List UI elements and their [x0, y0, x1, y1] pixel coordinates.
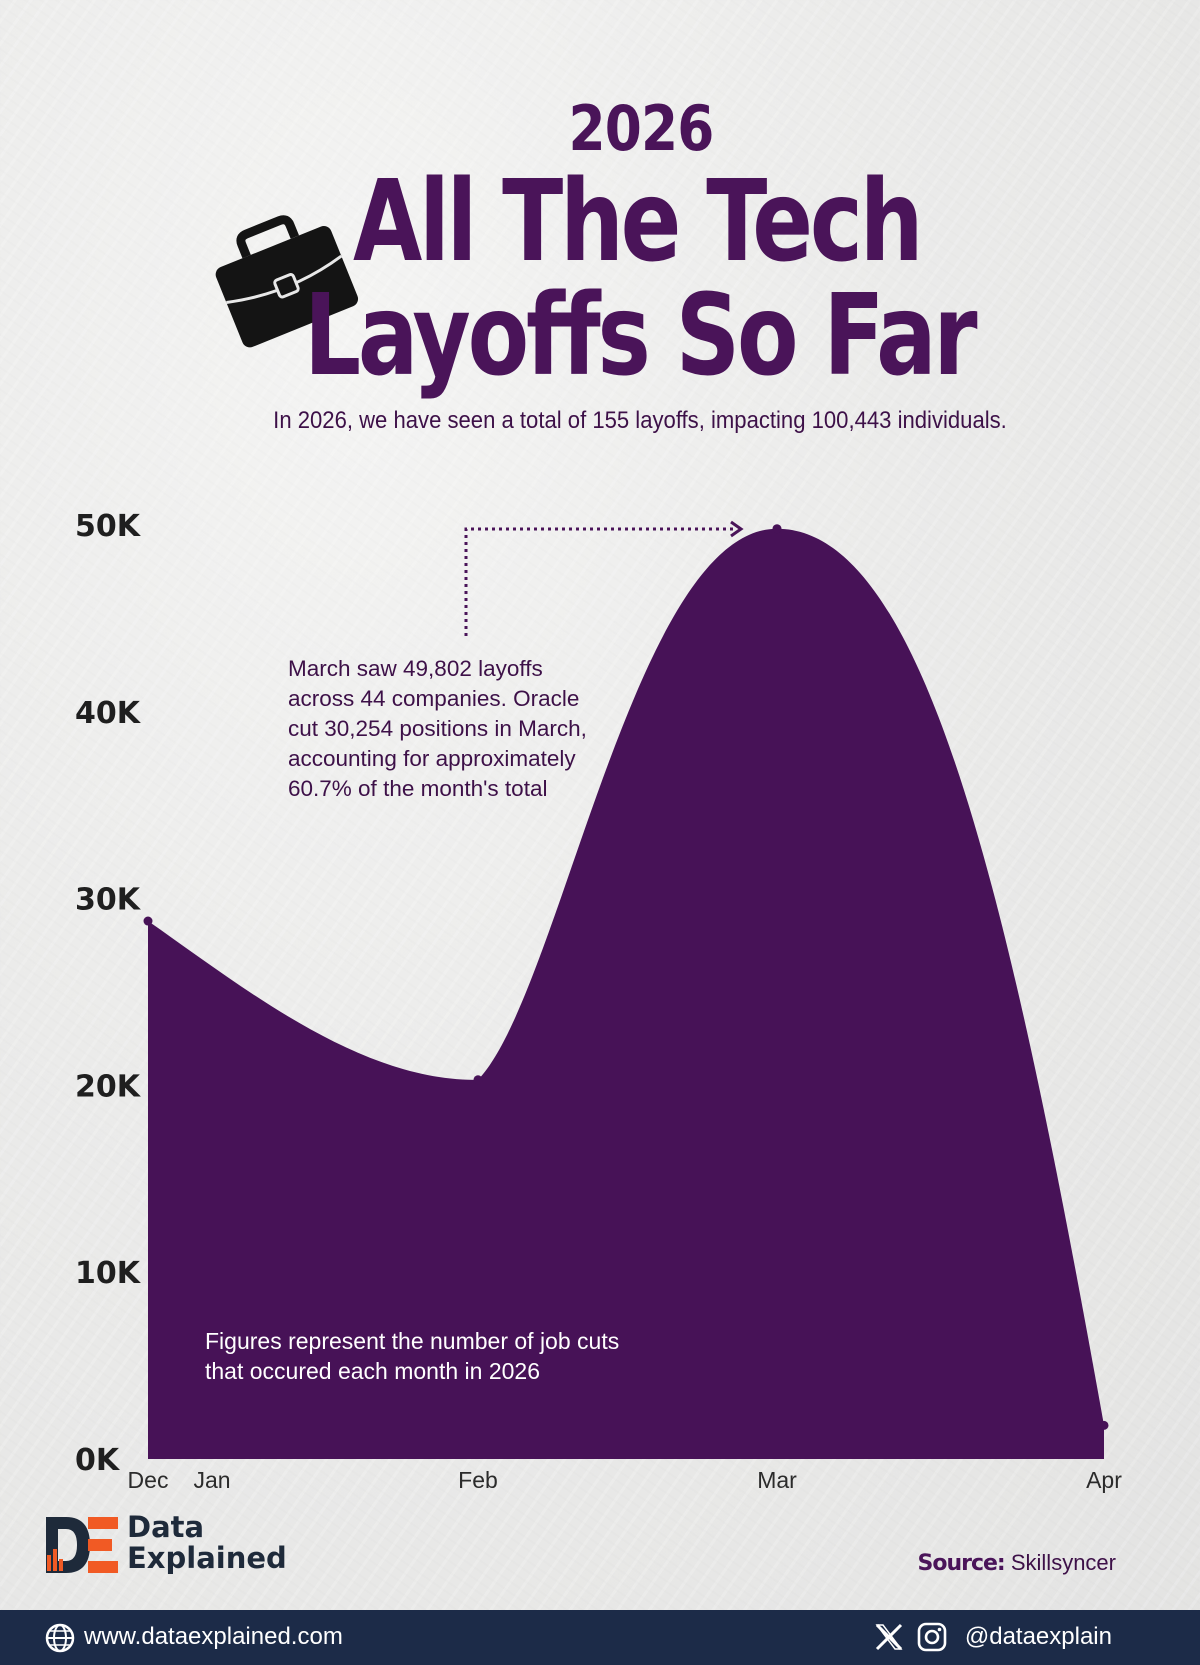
- briefcase-icon: [215, 215, 359, 348]
- logo-line-1: Data: [127, 1510, 205, 1544]
- social-handle[interactable]: @dataexplain: [964, 1623, 1112, 1650]
- x-icon[interactable]: [874, 1622, 904, 1652]
- data-explained-logo: [46, 1517, 118, 1573]
- logo-line-2: Explained: [127, 1541, 287, 1575]
- x-axis: Dec Jan Feb Mar Apr: [128, 1467, 1123, 1493]
- x-tick-label: Mar: [757, 1467, 797, 1493]
- x-tick-label: Feb: [458, 1467, 498, 1493]
- y-tick-label: 50K: [75, 509, 142, 544]
- year-heading: 2026: [568, 92, 715, 165]
- chart-note: Figures represent the number of job cuts…: [205, 1328, 620, 1384]
- y-tick-label: 20K: [75, 1069, 142, 1104]
- y-tick-label: 30K: [75, 883, 142, 918]
- data-point: [143, 916, 153, 926]
- title-line-2: Layoffs So Far: [304, 271, 978, 401]
- y-tick-label: 0K: [75, 1443, 121, 1478]
- y-axis: 0K 10K 20K 30K 40K 50K: [75, 509, 142, 1478]
- area-chart: 0K 10K 20K 30K 40K 50K Dec Jan Feb Mar Apr: [75, 509, 1123, 1493]
- y-tick-label: 10K: [75, 1256, 142, 1291]
- y-tick-label: 40K: [75, 696, 142, 731]
- data-point: [1099, 1420, 1109, 1430]
- x-tick-label: Dec: [128, 1467, 169, 1493]
- x-tick-label: Apr: [1086, 1467, 1122, 1493]
- subtitle: In 2026, we have seen a total of 155 lay…: [273, 407, 1007, 434]
- area-series: [148, 528, 1104, 1459]
- source-value: Skillsyncer: [1010, 1550, 1116, 1575]
- data-point: [473, 1075, 483, 1085]
- source-label: Source:: [917, 1551, 1006, 1576]
- title-line-1: All The Tech: [353, 157, 924, 287]
- data-points: [143, 524, 1109, 1430]
- globe-icon: [45, 1623, 75, 1653]
- data-point: [772, 524, 782, 534]
- source-credit: Source: Skillsyncer: [918, 1550, 1117, 1576]
- logo-wordmark: Data Explained: [127, 1512, 287, 1574]
- march-annotation: March saw 49,802 layoffs across 44 compa…: [288, 656, 587, 801]
- annotation-arrow: [464, 520, 744, 636]
- website-link[interactable]: www.dataexplained.com: [84, 1623, 343, 1650]
- instagram-icon[interactable]: [917, 1622, 947, 1652]
- footer-bar: www.dataexplained.com @dataexplain: [0, 1610, 1200, 1665]
- x-tick-label: Jan: [193, 1467, 230, 1493]
